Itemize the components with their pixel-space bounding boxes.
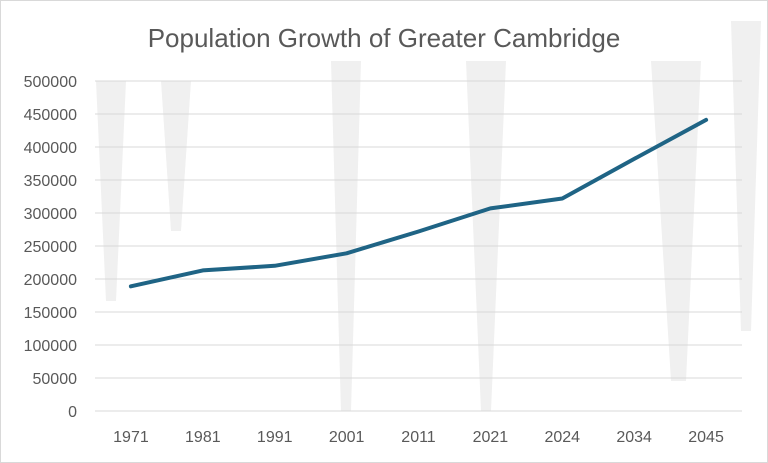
y-tick-label: 150000 <box>24 305 77 322</box>
y-tick-label: 100000 <box>24 338 77 355</box>
chart-title: Population Growth of Greater Cambridge <box>148 23 621 53</box>
x-tick-label: 1981 <box>185 429 221 446</box>
y-tick-label: 250000 <box>24 239 77 256</box>
x-tick-label: 1991 <box>257 429 293 446</box>
y-tick-label: 300000 <box>24 206 77 223</box>
y-axis-tick-labels: 0 50000 100000 150000 200000 250000 300000 3500… <box>24 74 77 421</box>
background-pattern <box>96 21 761 411</box>
y-tick-label: 350000 <box>24 173 77 190</box>
x-tick-label: 2024 <box>544 429 580 446</box>
x-tick-label: 1971 <box>113 429 149 446</box>
x-tick-label: 2034 <box>616 429 652 446</box>
x-axis-tick-labels: 1971 1981 1991 2001 2011 2021 2024 2034 2045 <box>113 429 724 446</box>
series-layer <box>128 117 709 289</box>
y-tick-label: 0 <box>68 404 77 421</box>
y-tick-label: 450000 <box>24 107 77 124</box>
x-tick-label: 2021 <box>473 429 509 446</box>
y-tick-label: 50000 <box>33 371 78 388</box>
y-tick-label: 500000 <box>24 74 77 91</box>
y-tick-label: 400000 <box>24 140 77 157</box>
x-tick-label: 2011 <box>401 429 436 446</box>
series-line <box>128 117 709 289</box>
y-tick-label: 200000 <box>24 272 77 289</box>
gridlines <box>95 80 742 412</box>
x-tick-label: 2001 <box>329 429 365 446</box>
x-tick-label: 2045 <box>688 429 724 446</box>
